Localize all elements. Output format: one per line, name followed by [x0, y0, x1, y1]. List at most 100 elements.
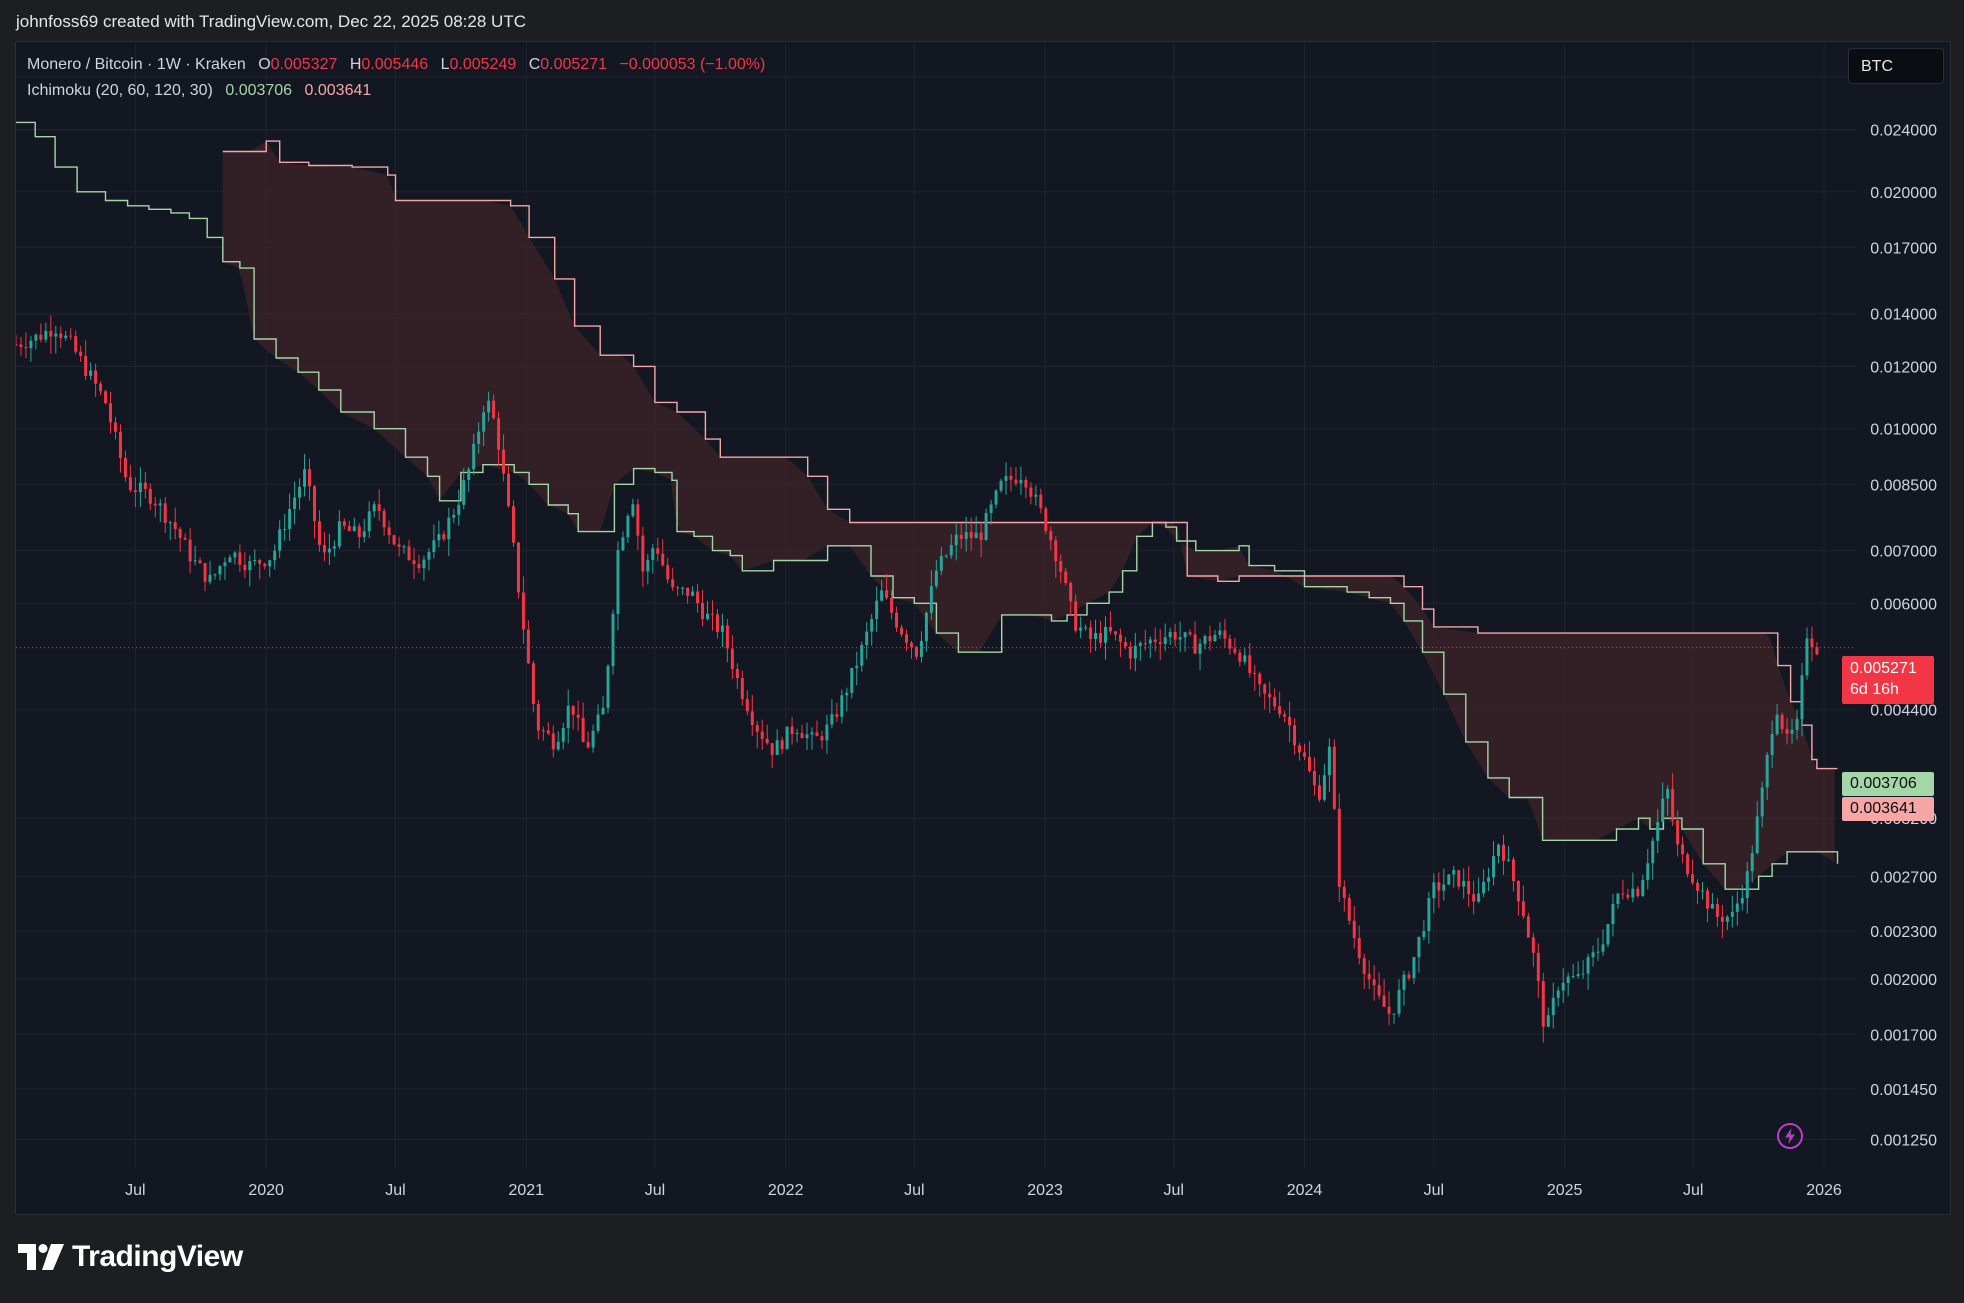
- candle-body: [1586, 957, 1590, 974]
- candle-body: [303, 469, 307, 487]
- candle-body: [1303, 752, 1306, 757]
- indicator-legend[interactable]: Ichimoku (20, 60, 120, 30) 0.003706 0.00…: [27, 78, 765, 104]
- candle-body: [492, 400, 496, 419]
- candle-body: [780, 740, 784, 750]
- candle-body: [313, 486, 316, 522]
- kijun-price-tag: 0.003641: [1842, 797, 1934, 821]
- candle-body: [994, 490, 998, 505]
- candle-body: [16, 344, 18, 346]
- candle-body: [1487, 877, 1491, 882]
- candle-body: [24, 347, 28, 349]
- change-value: −0.000053 (−1.00%): [619, 56, 766, 73]
- candle-body: [1128, 646, 1132, 659]
- candle-body: [984, 513, 988, 540]
- candle-body: [1541, 980, 1545, 1027]
- candle-body: [929, 586, 933, 613]
- candle-body: [1745, 871, 1749, 899]
- x-tick-label: 2025: [1547, 1182, 1583, 1199]
- candle-body: [402, 546, 406, 548]
- candle-body: [1715, 904, 1719, 917]
- candle-body: [273, 550, 277, 561]
- candle-body: [701, 603, 705, 619]
- candle-body: [1183, 632, 1187, 638]
- candle-body: [541, 730, 545, 732]
- candle-body: [49, 330, 53, 337]
- y-tick-label: 0.004400: [1870, 702, 1937, 719]
- candle-body: [1332, 746, 1336, 809]
- candle-body: [934, 570, 938, 587]
- candle-body: [1079, 627, 1083, 631]
- candle-body: [114, 422, 117, 432]
- candle-body: [1402, 974, 1406, 990]
- candle-body: [1089, 627, 1093, 639]
- candle-body: [1387, 1006, 1391, 1014]
- candle-body: [442, 534, 446, 540]
- candle-body: [1800, 675, 1804, 720]
- candle-body: [1447, 874, 1451, 885]
- candle-body: [1636, 888, 1640, 896]
- candle-body: [263, 563, 267, 567]
- candle-body: [1074, 601, 1078, 631]
- candle-body: [1342, 886, 1346, 898]
- x-tick-label: Jul: [385, 1182, 405, 1199]
- candle-body: [1626, 894, 1630, 898]
- candle-body: [1502, 844, 1505, 861]
- candle-body: [999, 480, 1003, 491]
- candle-body: [1278, 706, 1282, 715]
- last-price-tag: 0.005271 6d 16h: [1842, 656, 1934, 704]
- candle-body: [1228, 638, 1232, 649]
- tradingview-logo[interactable]: TradingView: [18, 1240, 243, 1274]
- candle-body: [467, 469, 471, 480]
- candle-body: [521, 592, 525, 630]
- candle-body: [392, 535, 396, 545]
- candle-body: [1407, 974, 1411, 979]
- candle-body: [248, 561, 252, 571]
- candle-body: [725, 625, 729, 649]
- candle-body: [546, 730, 550, 734]
- y-tick-label: 0.002700: [1870, 869, 1937, 886]
- candle-body: [1362, 958, 1366, 974]
- chart-caption: johnfoss69 created with TradingView.com,…: [16, 12, 526, 31]
- candle-body: [1686, 854, 1690, 875]
- candle-body: [875, 600, 879, 619]
- candle-body: [104, 391, 108, 404]
- candle-body: [1243, 655, 1247, 662]
- candle-body: [745, 698, 749, 712]
- candle-body: [616, 550, 620, 614]
- candle-body: [89, 370, 93, 376]
- candle-body: [1064, 571, 1068, 583]
- candle-body: [407, 546, 411, 561]
- candle-body: [1293, 725, 1297, 746]
- candle-body: [198, 560, 202, 564]
- candle-body: [870, 618, 874, 632]
- candle-body: [1457, 870, 1461, 887]
- candle-body: [1442, 884, 1446, 891]
- candle-body: [1581, 973, 1585, 975]
- candle-body: [1676, 820, 1680, 845]
- chart-panel[interactable]: 0.0280000.0240000.0200000.0170000.014000…: [15, 41, 1951, 1215]
- candle-body: [482, 412, 486, 432]
- currency-button[interactable]: BTC: [1848, 48, 1944, 84]
- symbol-label: Monero / Bitcoin · 1W · Kraken: [27, 56, 246, 73]
- candle-body: [238, 552, 242, 565]
- candle-body: [308, 469, 312, 487]
- candle-body: [1193, 634, 1197, 654]
- candle-body: [1084, 627, 1088, 629]
- candle-body: [1790, 729, 1794, 734]
- candle-body: [1317, 785, 1321, 800]
- candle-body: [855, 665, 859, 668]
- candle-body: [1506, 859, 1510, 861]
- candle-body: [1730, 911, 1734, 917]
- candle-body: [1646, 863, 1650, 881]
- candle-body: [19, 344, 23, 348]
- lightning-icon[interactable]: [1776, 1122, 1804, 1150]
- candle-body: [715, 614, 719, 632]
- candle-body: [1178, 637, 1182, 640]
- candle-body: [213, 574, 217, 576]
- low-label: L: [440, 56, 450, 73]
- y-tick-label: 0.001450: [1870, 1082, 1937, 1099]
- price-chart[interactable]: 0.0280000.0240000.0200000.0170000.014000…: [16, 42, 1950, 1214]
- candle-body: [342, 521, 346, 526]
- candle-body: [974, 532, 978, 539]
- candle-body: [939, 556, 943, 571]
